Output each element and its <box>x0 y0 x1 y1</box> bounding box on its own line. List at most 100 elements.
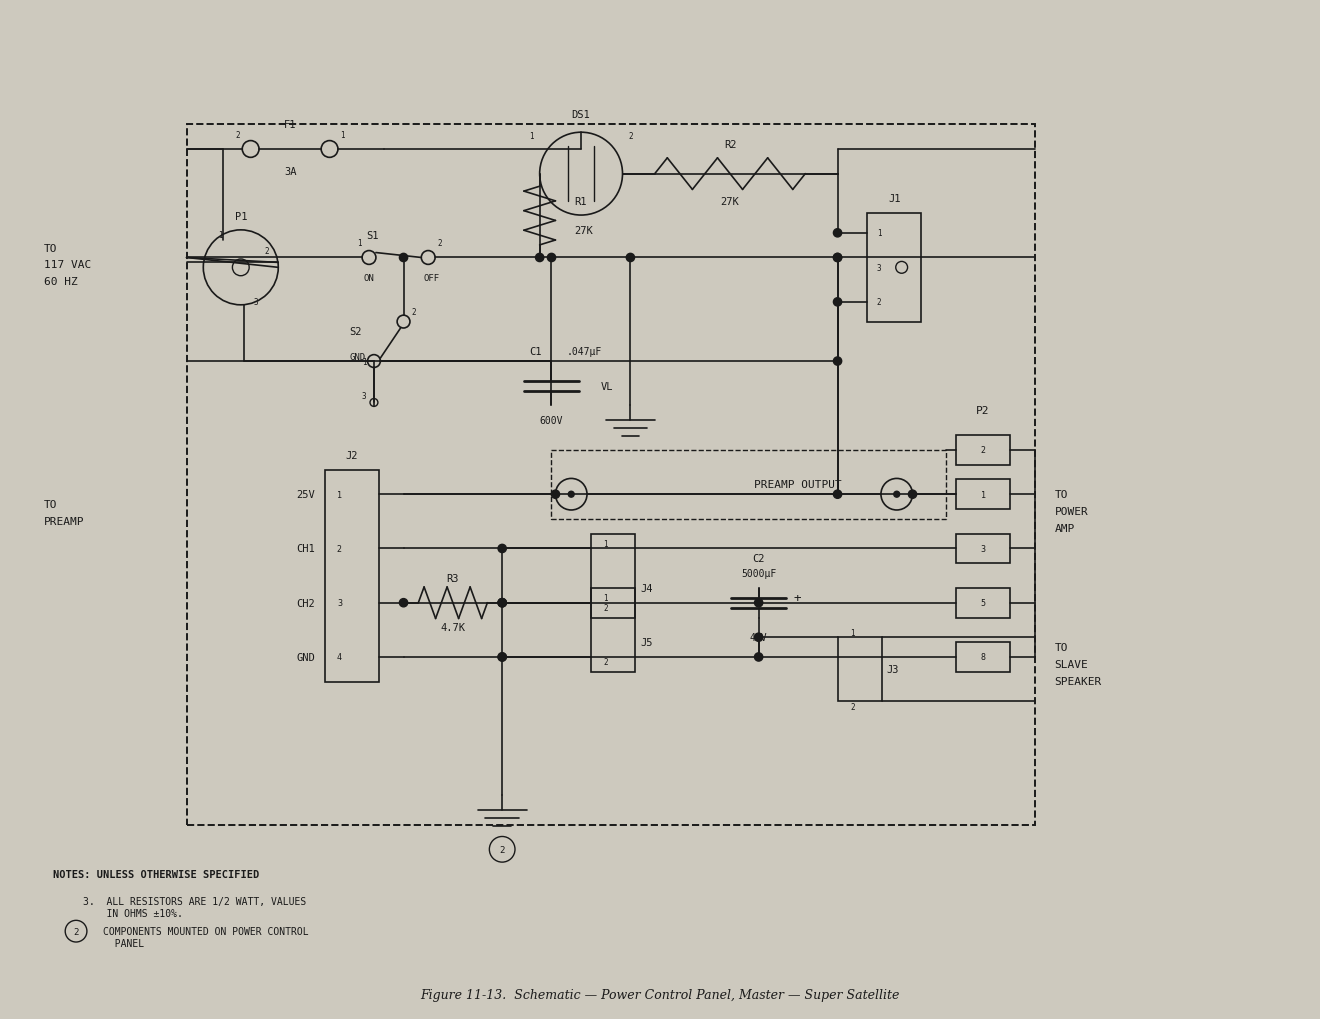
Text: SPEAKER: SPEAKER <box>1055 676 1102 686</box>
Circle shape <box>894 492 900 497</box>
Circle shape <box>498 599 507 607</box>
Circle shape <box>400 254 408 262</box>
Text: 3: 3 <box>876 264 882 272</box>
Text: 1: 1 <box>850 628 854 637</box>
Circle shape <box>833 254 842 262</box>
Text: P2: P2 <box>977 406 990 416</box>
Text: 27K: 27K <box>574 226 593 236</box>
Circle shape <box>548 254 556 262</box>
Text: 27K: 27K <box>721 197 739 207</box>
Text: 3A: 3A <box>284 166 297 176</box>
Text: COMPONENTS MOUNTED ON POWER CONTROL: COMPONENTS MOUNTED ON POWER CONTROL <box>103 926 309 936</box>
Text: J1: J1 <box>888 194 900 204</box>
Text: 2: 2 <box>628 131 632 141</box>
Text: CH1: CH1 <box>296 544 314 554</box>
Text: 2: 2 <box>411 308 416 317</box>
Text: 3: 3 <box>981 544 986 553</box>
Bar <box>591 588 635 673</box>
Text: J4: J4 <box>640 583 653 593</box>
Text: R2: R2 <box>723 140 737 150</box>
Text: TO: TO <box>44 244 57 254</box>
Text: C2: C2 <box>752 553 764 564</box>
Circle shape <box>498 545 507 553</box>
Text: 1: 1 <box>981 490 986 499</box>
Text: 2: 2 <box>499 845 504 854</box>
Text: 2: 2 <box>603 603 609 612</box>
Text: PREAMP: PREAMP <box>44 517 84 527</box>
Text: NOTES: UNLESS OTHERWISE SPECIFIED: NOTES: UNLESS OTHERWISE SPECIFIED <box>53 869 260 879</box>
Text: 2: 2 <box>337 544 342 553</box>
Text: 2: 2 <box>981 446 986 454</box>
Text: J2: J2 <box>346 450 358 461</box>
Text: 2: 2 <box>235 130 240 140</box>
Circle shape <box>833 229 842 237</box>
Bar <box>956 435 1010 465</box>
Text: 3: 3 <box>253 299 257 307</box>
Circle shape <box>833 358 842 366</box>
Circle shape <box>833 299 842 307</box>
Text: 45V: 45V <box>750 633 767 643</box>
Circle shape <box>498 653 507 661</box>
Circle shape <box>908 490 916 499</box>
Circle shape <box>626 254 635 262</box>
Circle shape <box>755 653 763 661</box>
Text: PANEL: PANEL <box>103 938 144 948</box>
Circle shape <box>498 653 507 661</box>
Text: IN OHMS ±10%.: IN OHMS ±10%. <box>83 909 183 918</box>
Text: TO: TO <box>44 499 57 510</box>
Text: PREAMP OUTPUT: PREAMP OUTPUT <box>754 480 842 490</box>
Text: VL: VL <box>601 381 614 391</box>
Circle shape <box>498 599 507 607</box>
Bar <box>552 450 946 520</box>
Bar <box>956 480 1010 510</box>
Text: 3.  ALL RESISTORS ARE 1/2 WATT, VALUES: 3. ALL RESISTORS ARE 1/2 WATT, VALUES <box>83 896 306 906</box>
Text: 5: 5 <box>981 598 986 607</box>
Text: R1: R1 <box>574 197 586 207</box>
Text: 2: 2 <box>876 299 882 307</box>
Bar <box>591 534 635 618</box>
Bar <box>186 125 1035 824</box>
Text: 2: 2 <box>603 657 609 666</box>
Text: J3: J3 <box>887 664 899 675</box>
Text: 1: 1 <box>603 594 609 602</box>
Bar <box>956 534 1010 564</box>
Text: C1: C1 <box>529 346 541 357</box>
Bar <box>325 470 379 682</box>
Bar <box>956 588 1010 618</box>
Circle shape <box>833 490 842 499</box>
Text: AMP: AMP <box>1055 523 1074 533</box>
Text: CH2: CH2 <box>296 598 314 608</box>
Text: 1: 1 <box>362 358 367 366</box>
Text: 25V: 25V <box>296 490 314 499</box>
Text: GND: GND <box>350 353 366 362</box>
Text: .047μF: .047μF <box>566 346 602 357</box>
Circle shape <box>755 634 763 642</box>
Text: 1: 1 <box>603 539 609 548</box>
Circle shape <box>833 254 842 262</box>
Text: 4: 4 <box>337 653 342 661</box>
Text: 2: 2 <box>264 247 269 256</box>
Text: OFF: OFF <box>424 273 440 282</box>
Text: S1: S1 <box>366 230 379 240</box>
Text: R3: R3 <box>446 574 459 584</box>
Text: +: + <box>793 592 801 604</box>
Text: TO: TO <box>1055 642 1068 652</box>
Text: TO: TO <box>1055 490 1068 499</box>
Text: 1: 1 <box>218 231 222 240</box>
Text: 8: 8 <box>981 653 986 661</box>
Bar <box>867 214 921 322</box>
Bar <box>838 638 882 702</box>
Text: 1: 1 <box>341 130 345 140</box>
Text: J5: J5 <box>640 638 653 647</box>
Circle shape <box>552 490 560 499</box>
Text: 600V: 600V <box>540 416 564 426</box>
Bar <box>956 643 1010 673</box>
Text: 3: 3 <box>337 598 342 607</box>
Text: F1: F1 <box>284 120 297 130</box>
Text: GND: GND <box>296 652 314 662</box>
Text: 1: 1 <box>337 490 342 499</box>
Text: 2: 2 <box>438 238 442 248</box>
Text: DS1: DS1 <box>572 110 590 120</box>
Text: 5000μF: 5000μF <box>741 569 776 579</box>
Text: 117 VAC: 117 VAC <box>44 260 91 270</box>
